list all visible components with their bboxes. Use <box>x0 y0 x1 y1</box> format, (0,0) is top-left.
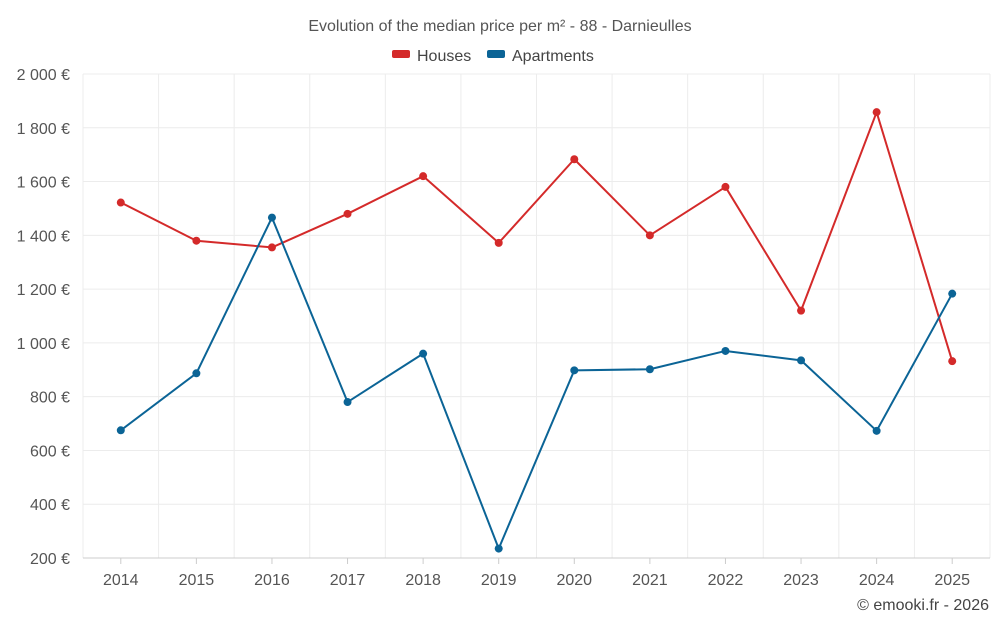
legend-item-houses[interactable]: Houses <box>392 48 471 65</box>
y-tick-label: 400 € <box>30 497 70 514</box>
data-point-apartments[interactable] <box>192 369 201 378</box>
data-point-houses[interactable] <box>797 306 806 315</box>
data-point-houses[interactable] <box>267 243 276 252</box>
x-tick-label: 2014 <box>103 572 139 589</box>
series-line-apartments[interactable] <box>120 216 954 550</box>
y-tick-label: 200 € <box>30 551 70 568</box>
data-point-apartments[interactable] <box>570 366 579 375</box>
legend-label: Houses <box>417 48 471 65</box>
series <box>116 108 957 553</box>
data-point-apartments[interactable] <box>948 289 957 298</box>
legend[interactable]: Houses Apartments <box>392 48 594 65</box>
y-tick-label: 1 000 € <box>17 336 70 353</box>
legend-item-apartments[interactable]: Apartments <box>487 48 594 65</box>
data-point-apartments[interactable] <box>343 398 352 407</box>
y-tick-label: 1 800 € <box>17 121 70 138</box>
x-tick-label: 2019 <box>481 572 517 589</box>
credit-text: © emooki.fr - 2026 <box>857 597 989 614</box>
x-tick-label: 2024 <box>859 572 895 589</box>
data-point-apartments[interactable] <box>872 426 881 435</box>
y-tick-label: 1 400 € <box>17 228 70 245</box>
data-point-apartments[interactable] <box>797 356 806 365</box>
y-tick-label: 1 600 € <box>17 175 70 192</box>
data-point-houses[interactable] <box>343 209 352 218</box>
x-tick-label: 2020 <box>556 572 592 589</box>
y-tick-label: 2 000 € <box>17 67 70 84</box>
axes: 200 € 400 € 600 € 800 € 1 000 € 1 200 € 1 400 … <box>17 67 990 589</box>
grid <box>82 73 991 558</box>
data-point-houses[interactable] <box>872 108 881 117</box>
data-point-houses[interactable] <box>570 155 579 164</box>
x-tick-label: 2015 <box>179 572 215 589</box>
data-point-houses[interactable] <box>116 198 125 207</box>
data-point-houses[interactable] <box>494 238 503 247</box>
x-tick-label: 2016 <box>254 572 290 589</box>
data-point-apartments[interactable] <box>494 544 503 553</box>
legend-swatch <box>487 50 505 58</box>
x-tick-label: 2022 <box>708 572 744 589</box>
data-point-apartments[interactable] <box>419 349 428 358</box>
data-point-apartments[interactable] <box>645 365 654 374</box>
data-point-houses[interactable] <box>948 357 957 366</box>
data-point-apartments[interactable] <box>267 213 276 222</box>
x-tick-label: 2023 <box>783 572 819 589</box>
y-tick-label: 600 € <box>30 443 70 460</box>
x-tick-label: 2021 <box>632 572 668 589</box>
legend-label: Apartments <box>512 48 594 65</box>
data-point-apartments[interactable] <box>721 346 730 355</box>
chart-title: Evolution of the median price per m² - 8… <box>308 18 691 35</box>
data-point-houses[interactable] <box>419 172 428 181</box>
data-point-houses[interactable] <box>645 231 654 240</box>
data-point-apartments[interactable] <box>116 426 125 435</box>
x-tick-label: 2018 <box>405 572 441 589</box>
x-tick-label: 2017 <box>330 572 366 589</box>
y-tick-label: 800 € <box>30 390 70 407</box>
legend-swatch <box>392 50 410 58</box>
series-line-houses[interactable] <box>120 111 954 362</box>
data-point-houses[interactable] <box>192 236 201 245</box>
y-tick-label: 1 200 € <box>17 282 70 299</box>
x-tick-label: 2025 <box>934 572 970 589</box>
data-point-houses[interactable] <box>721 182 730 191</box>
